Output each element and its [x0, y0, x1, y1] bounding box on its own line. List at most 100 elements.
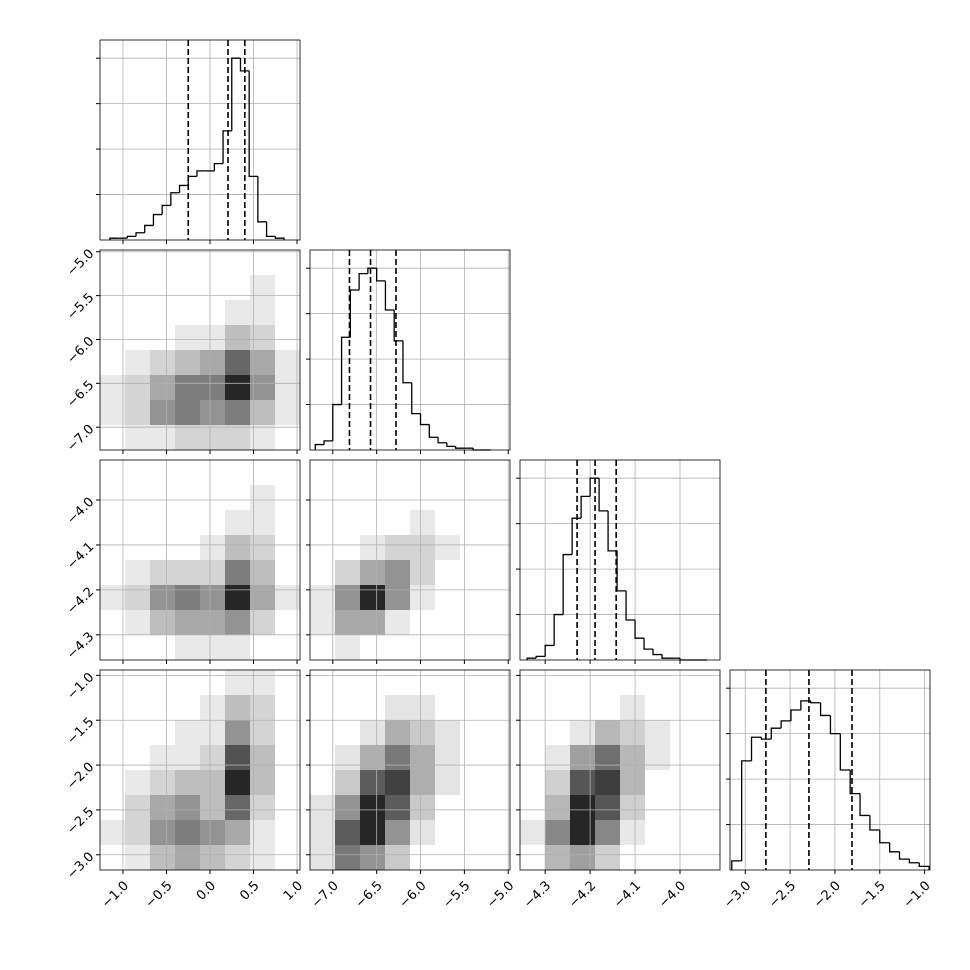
density-cell: [695, 720, 721, 746]
x-tick-label: −2.5: [766, 878, 799, 911]
panel-frame: [309, 459, 511, 661]
density-cell: [360, 795, 386, 821]
histogram-step: [161, 204, 171, 215]
density-cell: [385, 510, 411, 536]
density-cell: [360, 720, 386, 746]
density-cell: [435, 745, 461, 771]
density-cell: [435, 695, 461, 721]
histogram-step: [332, 403, 342, 441]
density-cell: [100, 535, 126, 561]
density-cell: [360, 635, 386, 661]
density-cell: [225, 535, 251, 561]
density-cell: [435, 670, 461, 696]
histogram-step: [607, 510, 618, 552]
y-tick-label: −4.1: [64, 540, 97, 573]
histogram-step: [257, 176, 267, 223]
density-cell: [250, 425, 276, 451]
histogram-step: [384, 280, 395, 311]
density-cell: [310, 770, 336, 796]
density-cell: [200, 560, 226, 586]
density-cell: [360, 845, 386, 871]
density-cell: [570, 795, 596, 821]
y-tick-label: −4.0: [64, 495, 97, 528]
density-cell: [175, 795, 201, 821]
density-cell: [100, 770, 126, 796]
density-cell: [645, 720, 671, 746]
density-cell: [100, 510, 126, 536]
x-tick-label: −1.5: [856, 878, 889, 911]
density-cell: [125, 770, 151, 796]
histogram-step: [222, 130, 232, 164]
density-cell: [100, 400, 126, 426]
histogram-step: [898, 851, 910, 860]
density-cell: [620, 770, 646, 796]
density-cell: [335, 745, 361, 771]
density-cell: [310, 510, 336, 536]
density-cell: [360, 460, 386, 486]
density-cell: [275, 670, 301, 696]
density-cell: [175, 770, 201, 796]
density-cell: [670, 745, 696, 771]
density-cell: [275, 325, 301, 351]
density-cell: [150, 300, 176, 326]
density-cell: [695, 845, 721, 871]
density-cell: [335, 585, 361, 611]
y-tick-label: −2.5: [64, 805, 97, 838]
density-cell: [435, 635, 461, 661]
histogram-step: [231, 57, 241, 131]
histogram-step: [849, 770, 861, 795]
density-cell: [485, 770, 511, 796]
density-cell: [410, 610, 436, 636]
panel-frame: [519, 459, 721, 661]
density-cell: [250, 695, 276, 721]
density-cell: [360, 535, 386, 561]
density-cell: [620, 720, 646, 746]
density-cell: [200, 670, 226, 696]
density-cell: [275, 375, 301, 401]
density-cell: [250, 585, 276, 611]
density-cell: [485, 670, 511, 696]
density-cell: [150, 635, 176, 661]
density-cell: [225, 745, 251, 771]
x-tick-label: −4.0: [656, 878, 689, 911]
density-cell: [620, 795, 646, 821]
histogram-step: [562, 553, 573, 615]
histogram-step: [750, 736, 762, 761]
histogram-step: [274, 236, 285, 240]
histogram-step: [446, 442, 456, 448]
density-cell: [460, 695, 486, 721]
density-cell: [250, 610, 276, 636]
density-cell: [150, 535, 176, 561]
density-cell: [150, 770, 176, 796]
density-cell: [310, 610, 336, 636]
density-cell: [100, 585, 126, 611]
density-cell: [545, 820, 571, 846]
density-cell: [460, 635, 486, 661]
density-cell: [335, 635, 361, 661]
density-cell: [200, 795, 226, 821]
density-cell: [150, 670, 176, 696]
density-cell: [485, 720, 511, 746]
density-cell: [620, 845, 646, 871]
x-tick-label: 0.5: [237, 878, 262, 903]
density-cell: [435, 535, 461, 561]
density-cell: [360, 510, 386, 536]
x-tick-label: 0.0: [194, 878, 219, 903]
histogram-step: [819, 702, 831, 717]
density-cell: [225, 300, 251, 326]
histogram-step: [376, 268, 386, 282]
x-tick-label: −0.5: [143, 878, 176, 911]
density-cell: [435, 585, 461, 611]
density-cell: [595, 820, 621, 846]
density-cell: [695, 795, 721, 821]
density-cell: [275, 745, 301, 771]
density-cell: [410, 535, 436, 561]
x-tick-label: −6.0: [397, 878, 430, 911]
density-cell: [150, 510, 176, 536]
density-cell: [385, 820, 411, 846]
density-cell: [250, 820, 276, 846]
histogram-step: [652, 649, 663, 656]
density-cell: [100, 325, 126, 351]
density-cell: [645, 820, 671, 846]
density-cell: [670, 670, 696, 696]
